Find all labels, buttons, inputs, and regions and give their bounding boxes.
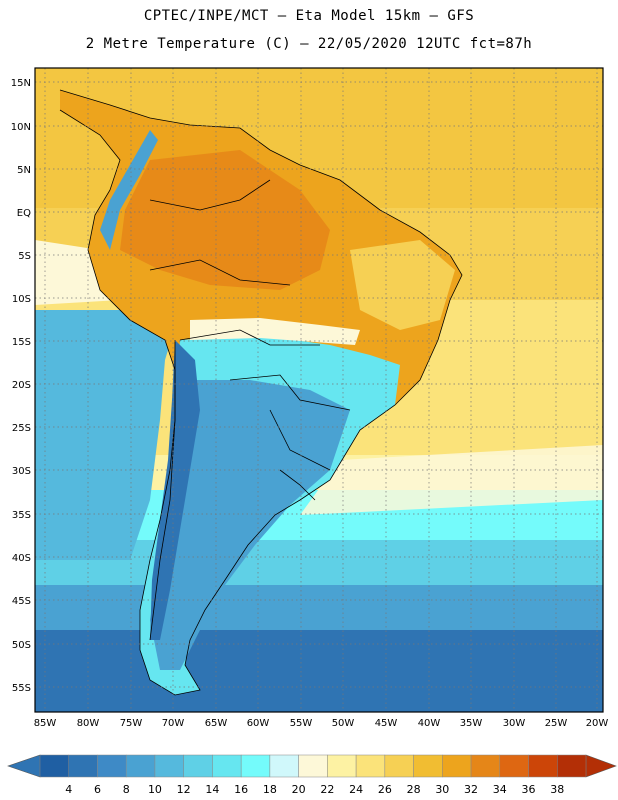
lon-label: 30W	[503, 718, 526, 729]
lat-label: 5N	[17, 165, 31, 176]
colorbar-label: 6	[94, 783, 101, 796]
colorbar-label: 4	[65, 783, 72, 796]
colorbar-right-arrow	[585, 754, 617, 778]
lon-label: 55W	[290, 718, 313, 729]
lon-label: 20W	[586, 718, 609, 729]
lat-label: 5S	[18, 251, 31, 262]
map-frame	[34, 67, 604, 713]
colorbar-label: 32	[464, 783, 478, 796]
colorbar-label: 8	[123, 783, 130, 796]
lon-label: 25W	[545, 718, 568, 729]
lat-label: 55S	[12, 683, 31, 694]
lat-label: EQ	[17, 208, 31, 219]
lon-label: 50W	[332, 718, 355, 729]
lat-label: 15S	[12, 337, 31, 348]
colorbar-label: 10	[148, 783, 162, 796]
lat-label: 20S	[12, 380, 31, 391]
lon-label: 70W	[162, 718, 185, 729]
colorbar-swatch	[298, 754, 328, 778]
south-america-landmass	[60, 90, 462, 695]
colorbar-label: 16	[234, 783, 248, 796]
lat-label: 40S	[12, 553, 31, 564]
chart-title: CPTEC/INPE/MCT – Eta Model 15km – GFS	[143, 8, 475, 24]
lat-label: 25S	[12, 423, 31, 434]
colorbar-swatch	[39, 754, 69, 778]
colorbar-swatch	[355, 754, 386, 778]
pacific-cool-tongue	[35, 310, 180, 560]
lat-label: 35S	[12, 510, 31, 521]
lon-label: 80W	[77, 718, 100, 729]
colorbar-label: 26	[378, 783, 392, 796]
colorbar-swatch	[97, 754, 127, 778]
lon-label: 45W	[375, 718, 398, 729]
ocean-colder	[35, 630, 603, 712]
lon-label: 75W	[120, 718, 143, 729]
colorbar-label: 14	[205, 783, 219, 796]
colorbar-swatch	[384, 754, 414, 778]
colorbar-label: 28	[407, 783, 421, 796]
colorbar-swatch	[240, 754, 271, 778]
lat-label: 30S	[12, 466, 31, 477]
colorbar-swatch	[442, 754, 472, 778]
pale-transition	[190, 318, 360, 345]
andes-north-ridge	[100, 130, 158, 250]
lon-label: 65W	[205, 718, 228, 729]
colorbar-swatch	[154, 754, 184, 778]
lon-label: 60W	[247, 718, 270, 729]
colorbar-label: 30	[435, 783, 449, 796]
country-borders	[59, 89, 463, 696]
colorbar-swatch	[183, 754, 213, 778]
gridlines	[35, 68, 603, 712]
lon-label: 35W	[460, 718, 483, 729]
colorbar-swatch	[327, 754, 357, 778]
colorbar-swatch	[470, 754, 501, 778]
colorbar-swatch	[499, 754, 529, 778]
chart-subtitle: 2 Metre Temperature (C) – 22/05/2020 12U…	[85, 36, 533, 52]
temperature-colorbar: 4 6 8 10 12 14 16 18 20 22 24 26 28 30 32 34 36 38	[7, 754, 617, 796]
colorbar-swatch	[68, 754, 98, 778]
colorbar-label: 34	[493, 783, 507, 796]
colorbar-label: 36	[522, 783, 536, 796]
colorbar-label: 18	[263, 783, 277, 796]
colorbar-swatch	[212, 754, 242, 778]
lon-label: 40W	[418, 718, 441, 729]
andes-cold-ridge	[150, 340, 200, 640]
longitude-axis: 85W 80W 75W 70W 65W 60W 55W 50W 45W 40W …	[34, 718, 609, 729]
continent-south-cold	[150, 380, 350, 670]
lat-label: 45S	[12, 596, 31, 607]
lat-label: 15N	[11, 78, 31, 89]
lat-label: 10N	[11, 122, 31, 133]
colorbar-swatch	[528, 754, 558, 778]
colorbar-label: 38	[550, 783, 564, 796]
continent-amazon-hot	[120, 150, 330, 290]
lat-label: 10S	[12, 294, 31, 305]
colorbar-swatch	[413, 754, 443, 778]
colorbar-swatch	[125, 754, 156, 778]
colorbar-swatch	[269, 754, 299, 778]
colorbar-left-arrow	[7, 754, 41, 778]
colorbar-label: 22	[320, 783, 334, 796]
colorbar-label: 20	[292, 783, 306, 796]
latitude-axis: 15N 10N 5N EQ 5S 10S 15S 20S 25S 30S 35S…	[11, 78, 31, 694]
lat-label: 50S	[12, 640, 31, 651]
colorbar-label: 12	[177, 783, 191, 796]
atlantic-pale-band	[300, 445, 603, 515]
colorbar-label: 24	[349, 783, 363, 796]
lon-label: 85W	[34, 718, 57, 729]
ocean-cold	[35, 585, 603, 635]
colorbar-swatch	[557, 754, 587, 778]
